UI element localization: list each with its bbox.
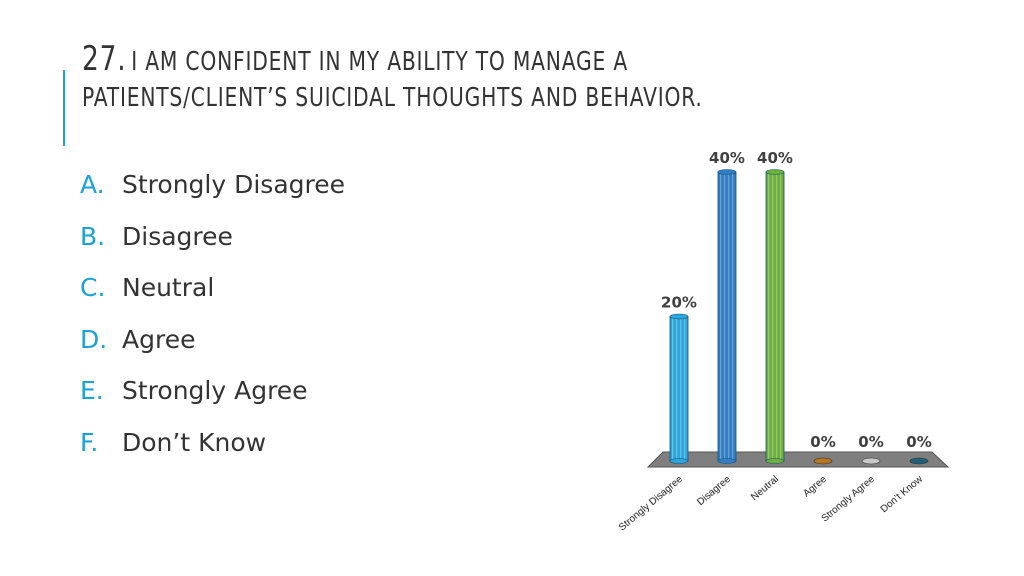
- bar-bottom: [669, 458, 689, 464]
- chart-floor: [646, 451, 950, 468]
- option-b: B. Disagree: [80, 222, 345, 274]
- bar-agree: [813, 457, 833, 465]
- bar-disagree: [717, 169, 737, 464]
- data-label: 20%: [661, 294, 697, 312]
- option-letter: C.: [80, 273, 106, 302]
- title-line-1: 27. I am confident in my ability to mana…: [82, 38, 784, 82]
- bar-neutral: [765, 169, 785, 464]
- option-label: Strongly Agree: [122, 376, 308, 405]
- tick-label: Agree: [801, 474, 829, 500]
- tick-label: Strongly Agree: [820, 474, 878, 525]
- option-d: D. Agree: [80, 325, 345, 377]
- bar-stripes: [718, 172, 736, 461]
- bar-stripes: [670, 316, 688, 461]
- bar-bottom: [765, 458, 785, 464]
- data-label: 0%: [906, 433, 931, 451]
- option-letter: F.: [80, 427, 99, 457]
- tick-label: Neutral: [749, 474, 781, 503]
- question-text-1: I am confident in my ability to manage a: [131, 47, 629, 77]
- slide-title: 27. I am confident in my ability to mana…: [82, 38, 784, 115]
- option-letter: B.: [80, 221, 106, 251]
- data-label: 0%: [858, 433, 883, 451]
- bar-top: [669, 313, 689, 320]
- option-f: F. Don’t Know: [80, 428, 345, 480]
- option-a: A. Strongly Disagree: [80, 170, 345, 222]
- option-letter: D.: [80, 324, 108, 354]
- option-letter: A.: [80, 170, 105, 199]
- data-label: 0%: [810, 433, 835, 451]
- option-label: Neutral: [122, 273, 215, 302]
- accent-bar: [63, 70, 65, 146]
- data-label: 40%: [709, 149, 745, 167]
- tick-label: Don’t Know: [879, 473, 926, 515]
- bar-stripes: [766, 172, 784, 461]
- question-number: 27.: [82, 39, 127, 79]
- option-label: Strongly Disagree: [122, 170, 345, 199]
- option-letter: E.: [80, 376, 104, 405]
- bar-strongly-agree: [861, 457, 881, 465]
- option-c: C. Neutral: [80, 273, 345, 325]
- bar-top: [717, 169, 737, 175]
- tick-label: Strongly Disagree: [617, 474, 685, 534]
- option-e: E. Strongly Agree: [80, 376, 345, 428]
- answer-options: A. Strongly Disagree B. Disagree C. Neutral…: [80, 170, 345, 479]
- option-label: Don’t Know: [122, 427, 267, 457]
- bar-strongly-disagree: [669, 313, 689, 464]
- question-text-2: patients/client’s suicidal thoughts and …: [82, 82, 703, 113]
- bar-top: [765, 169, 785, 175]
- bar-don-t-know: [909, 457, 929, 465]
- tick-label: Disagree: [695, 474, 733, 508]
- data-label: 40%: [757, 149, 793, 167]
- option-label: Agree: [122, 324, 196, 354]
- option-label: Disagree: [122, 221, 233, 251]
- bar-bottom: [717, 458, 737, 464]
